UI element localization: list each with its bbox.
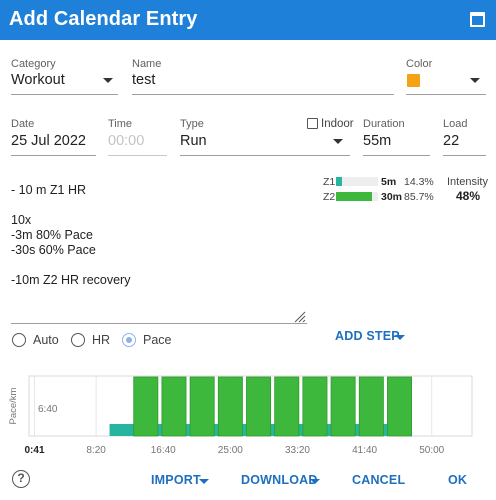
x-tick-label: 16:40 <box>151 445 176 456</box>
radio-hr-label: HR <box>92 333 111 347</box>
load-label: Load <box>443 118 468 130</box>
description-line: -30s 60% Pace <box>11 243 96 257</box>
cancel-button[interactable]: CANCEL <box>352 473 406 487</box>
radio-pace-label: Pace <box>143 333 172 347</box>
work-interval-bar <box>217 376 243 437</box>
y-axis-label: Pace/km <box>8 387 19 424</box>
load-underline <box>443 155 486 156</box>
chevron-down-icon[interactable] <box>103 78 113 83</box>
zone-name: Z2 <box>323 191 336 203</box>
intensity-label: Intensity <box>447 176 488 188</box>
type-label: Type <box>180 118 204 130</box>
zone-name: Z1 <box>323 176 336 188</box>
time-label: Time <box>108 118 133 130</box>
work-interval-bar <box>246 376 272 437</box>
work-interval-bar <box>358 376 384 437</box>
type-select[interactable]: Run <box>180 133 207 149</box>
workout-chart: 0:41 8:20 16:40 25:00 33:20 41:40 50:00 6:40 Pac… <box>8 375 473 456</box>
category-label: Category <box>11 58 56 70</box>
name-underline <box>132 94 394 95</box>
import-button[interactable]: IMPORT <box>151 473 201 487</box>
chevron-down-icon[interactable] <box>470 78 480 83</box>
load-input[interactable]: 22 <box>443 133 460 149</box>
type-underline <box>180 155 350 156</box>
date-underline <box>11 155 96 156</box>
work-interval-bar <box>189 376 215 437</box>
description-line: 10x <box>11 213 32 227</box>
date-label: Date <box>11 118 35 130</box>
chart-labels: 0:41 8:20 16:40 25:00 33:20 41:40 50:00 6:40 Pac… <box>8 387 445 456</box>
radio-auto[interactable] <box>12 333 26 347</box>
description-line: - 10 m Z1 HR <box>11 183 87 197</box>
radio-auto-label: Auto <box>33 333 59 347</box>
work-interval-bar <box>387 376 412 437</box>
x-tick-label: 0:41 <box>24 445 44 456</box>
ok-button[interactable]: OK <box>448 473 468 487</box>
name-input[interactable]: test <box>132 72 156 88</box>
description-line <box>11 198 130 213</box>
zone-duration: 5m <box>381 176 397 188</box>
radio-hr[interactable] <box>71 333 85 347</box>
chevron-down-icon[interactable] <box>199 479 209 484</box>
maximize-icon[interactable] <box>470 12 485 27</box>
dialog-title: Add Calendar Entry <box>9 8 198 30</box>
add-step-button[interactable]: ADD STEP <box>335 329 400 343</box>
work-interval-bar <box>274 376 300 437</box>
chevron-down-icon[interactable] <box>310 479 320 484</box>
description-line: -3m 80% Pace <box>11 228 93 242</box>
work-interval-bar <box>302 376 328 437</box>
x-tick-label: 33:20 <box>285 445 310 456</box>
work-interval-bar <box>133 376 159 437</box>
zone-bar-track <box>336 177 378 186</box>
work-interval-bar <box>161 376 187 437</box>
chart-bars <box>109 376 412 437</box>
description-underline <box>11 323 307 324</box>
y-tick-label: 6:40 <box>38 404 58 415</box>
help-icon[interactable]: ? <box>12 470 30 488</box>
chevron-down-icon[interactable] <box>333 139 343 144</box>
resize-grip-icon[interactable] <box>294 311 306 323</box>
x-tick-label: 50:00 <box>419 445 444 456</box>
zone-duration: 30m <box>381 191 403 203</box>
duration-input[interactable]: 55m <box>363 133 392 149</box>
zone-percent: 85.7% <box>404 191 434 203</box>
description-line <box>11 258 130 273</box>
color-swatch[interactable] <box>407 74 420 87</box>
work-interval-bar <box>330 376 356 437</box>
duration-underline <box>363 155 430 156</box>
intensity-value: 48% <box>456 189 481 203</box>
description-line: -10m Z2 HR recovery <box>11 273 131 287</box>
time-input[interactable]: 00:00 <box>108 133 145 149</box>
color-underline <box>406 94 486 95</box>
zone-bar <box>336 177 342 186</box>
chevron-down-icon[interactable] <box>395 335 405 340</box>
category-underline <box>11 94 118 95</box>
time-underline <box>108 155 167 156</box>
date-input[interactable]: 25 Jul 2022 <box>11 133 86 149</box>
x-tick-label: 25:00 <box>218 445 243 456</box>
name-label: Name <box>132 58 162 70</box>
indoor-label: Indoor <box>321 118 354 130</box>
download-button[interactable]: DOWNLOAD <box>241 473 318 487</box>
duration-label: Duration <box>363 118 405 130</box>
x-tick-label: 41:40 <box>352 445 377 456</box>
title-bar: Add Calendar Entry <box>0 0 496 40</box>
radio-pace[interactable] <box>122 333 136 347</box>
indoor-checkbox[interactable] <box>307 118 318 129</box>
color-label: Color <box>406 58 433 70</box>
zone-bar <box>336 192 372 201</box>
workout-description[interactable]: - 10 m Z1 HR 10x -3m 80% Pace -30s 60% P… <box>11 183 130 288</box>
x-tick-label: 8:20 <box>86 445 106 456</box>
category-select[interactable]: Workout <box>11 72 65 88</box>
zone-percent: 14.3% <box>404 176 434 188</box>
